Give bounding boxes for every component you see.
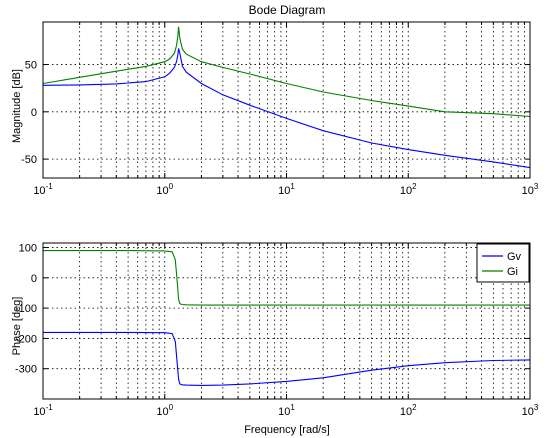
phase-y-tick-label: 0 [31, 273, 37, 285]
phase-y-tick-label: -300 [15, 364, 37, 376]
phase-y-tick-label: -100 [15, 303, 37, 315]
mag-axes-frame [42, 21, 531, 179]
magnitude-axis-label: Magnitude [dB] [11, 69, 23, 143]
mag-x-tick-label: 10-1 [33, 182, 53, 197]
phase-y-tick-label: 100 [19, 243, 37, 255]
phase-axes-frame [42, 242, 531, 400]
phase-y-tick-label: -200 [15, 333, 37, 345]
legend-label-gi: Gi [507, 266, 518, 278]
chart-title: Bode Diagram [249, 3, 326, 17]
mag-series-green-line [43, 26, 530, 118]
phase-panel: -300 -200 -100 0 100 10-1 100 101 102 103 Gv Gi [15, 242, 539, 418]
phase-x-tick-label: 101 [278, 403, 295, 418]
mag-x-tick-label: 100 [156, 182, 173, 197]
mag-series-blue-line [43, 48, 530, 169]
mag-x-tick-label: 103 [522, 182, 539, 197]
mag-y-tick-label: 0 [31, 107, 37, 119]
legend-box [476, 243, 530, 283]
mag-x-tick-label: 101 [278, 182, 295, 197]
magnitude-panel: -50 0 50 10-1 100 101 102 103 [21, 21, 539, 197]
mag-y-tick-label: -50 [21, 154, 37, 166]
phase-x-tick-label: 102 [400, 403, 417, 418]
mag-y-tick-label: 50 [25, 60, 37, 72]
phase-x-tick-label: 103 [522, 403, 539, 418]
frequency-axis-label: Frequency [rad/s] [244, 424, 330, 436]
legend: Gv Gi [476, 243, 530, 283]
mag-x-tick-label: 102 [400, 182, 417, 197]
phase-axis-label: Phase [deg] [11, 297, 23, 356]
phase-x-tick-label: 100 [156, 403, 173, 418]
phase-series-gi-line [43, 250, 530, 306]
phase-series-gv-line [43, 331, 530, 386]
phase-x-tick-label: 10-1 [33, 403, 53, 418]
legend-label-gv: Gv [507, 251, 522, 263]
